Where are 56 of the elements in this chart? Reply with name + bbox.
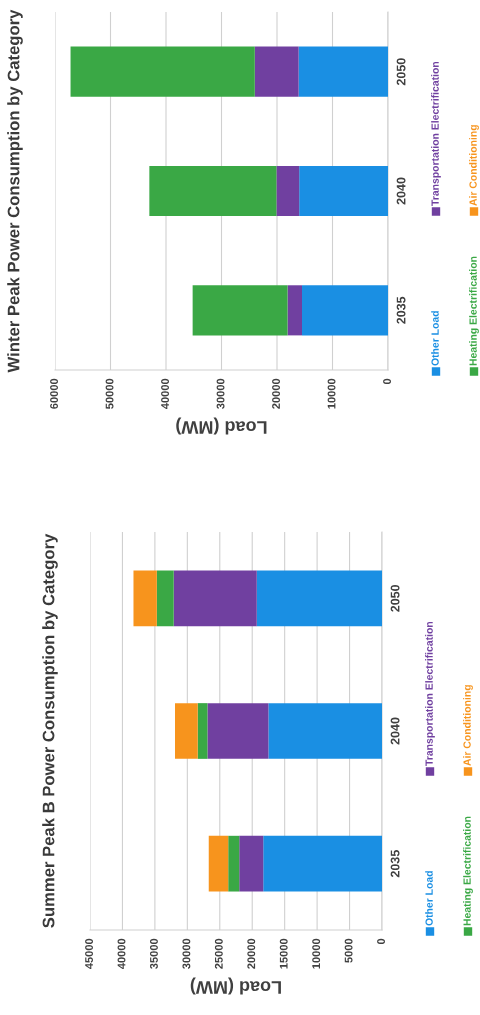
bar [70, 46, 255, 97]
text: Transportation Electrification [431, 61, 441, 206]
y-tick-label: 2040 [396, 177, 406, 205]
x-tick-label: 30000 [216, 378, 225, 409]
x-tick-label: 35000 [150, 938, 158, 969]
bar [276, 165, 300, 217]
bar [149, 165, 277, 217]
y-tick-label: 2050 [396, 58, 406, 86]
x-tick-label: 10000 [327, 378, 336, 409]
bar [268, 703, 382, 759]
y-tick-label: 2050 [390, 584, 400, 612]
x-tick-label: 0 [377, 938, 385, 945]
text: Heating Electrification [469, 256, 479, 366]
y-tick-label: 2035 [390, 850, 400, 878]
bar [173, 570, 257, 627]
bar [256, 570, 382, 627]
x-tick-label: 5000 [344, 938, 353, 963]
text: Summer Peak B Power Consumption by Category [42, 533, 58, 928]
x-tick-label: 0 [383, 378, 391, 385]
bar [254, 46, 299, 97]
text: Winter Peak Power Consumption by Category [7, 9, 23, 373]
x-tick-label: 20000 [247, 938, 256, 969]
text: Transportation Electrification [425, 621, 435, 766]
bar [287, 285, 302, 336]
bar [207, 703, 269, 759]
text: Heating Electrification [463, 816, 473, 926]
y-tick-label: 2035 [396, 296, 406, 324]
bar [133, 570, 157, 627]
bar [298, 46, 388, 97]
x-tick-label: 60000 [50, 378, 58, 409]
bar [299, 165, 388, 217]
bar [301, 285, 388, 336]
bar [156, 570, 174, 627]
x-tick-label: 10000 [312, 938, 321, 969]
text: Other Load [431, 311, 439, 366]
x-tick-label: 50000 [105, 378, 114, 409]
bar [239, 835, 264, 892]
x-tick-label: 30000 [182, 938, 191, 969]
bar [228, 835, 240, 892]
bar [263, 835, 382, 892]
y-tick-label: 2040 [390, 717, 400, 745]
x-axis-title: Load (MW) [176, 417, 267, 435]
bar [208, 835, 229, 892]
x-tick-label: 40000 [117, 938, 126, 970]
x-tick-label: 45000 [85, 938, 93, 970]
legend-label: Air Conditioning [469, 125, 479, 206]
x-axis-title: Load (MW) [190, 977, 281, 995]
bar [192, 285, 288, 336]
bar [197, 703, 208, 759]
text: Other Load [425, 871, 433, 926]
x-tick-label: 40000 [161, 378, 169, 410]
x-tick-label: 20000 [272, 378, 280, 409]
x-tick-label: 15000 [279, 938, 288, 969]
text: Air Conditioning [463, 685, 473, 766]
bar [175, 703, 198, 759]
x-tick-label: 25000 [214, 938, 223, 969]
